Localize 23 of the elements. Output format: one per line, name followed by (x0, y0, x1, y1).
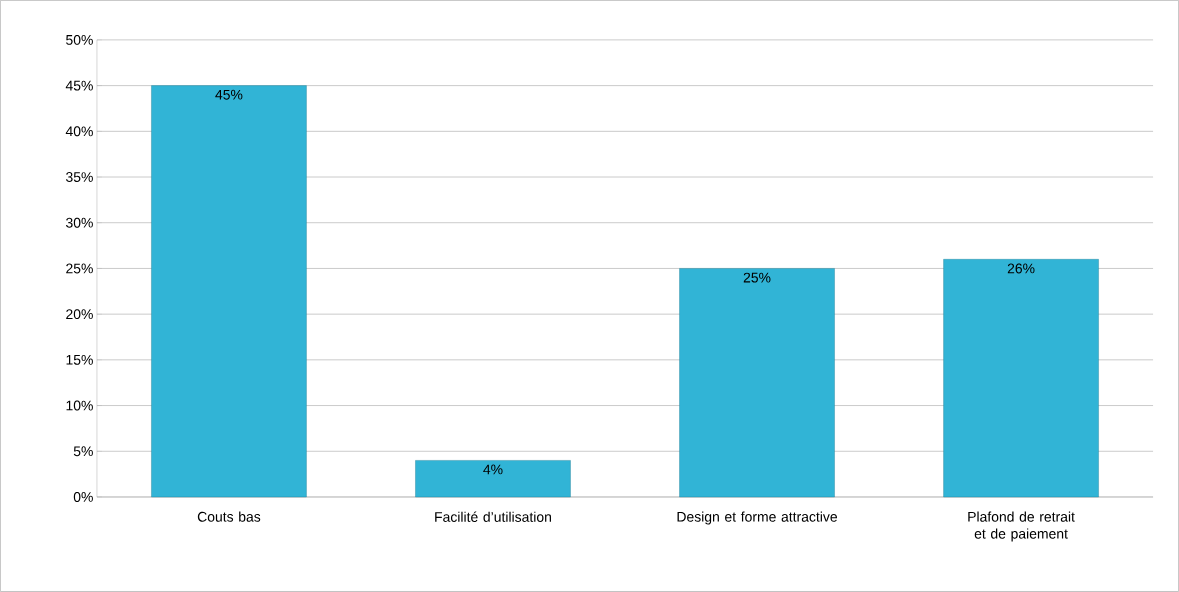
y-tick-label: 35% (66, 172, 93, 183)
y-tick-label: 25% (66, 263, 93, 274)
bar (415, 460, 571, 498)
y-tick-label: 15% (66, 354, 93, 365)
y-tick-label: 40% (65, 126, 93, 137)
x-tick-label: Facilité d’utilisation (435, 511, 551, 522)
data-label: 45% (215, 89, 243, 100)
y-tick-label: 50% (66, 35, 93, 45)
y-tick-label: 5% (73, 446, 93, 457)
x-tick-label: Plafond de retrait et de paiement (968, 511, 1075, 542)
bar (943, 259, 1099, 498)
bar (679, 268, 835, 498)
y-tick-label: 10% (66, 400, 93, 411)
data-label: 26% (1007, 263, 1035, 274)
data-label: 25% (743, 272, 771, 283)
y-tick-label: 20% (66, 309, 93, 320)
y-tick-label: 30% (66, 217, 93, 228)
y-tick-label: 45% (65, 80, 93, 91)
x-tick-label: Design et forme attractive (677, 511, 838, 525)
x-tick-label: Couts bas (197, 511, 261, 522)
y-tick-label: 0% (73, 492, 93, 502)
data-label: 4% (483, 464, 503, 475)
bar (151, 85, 307, 498)
